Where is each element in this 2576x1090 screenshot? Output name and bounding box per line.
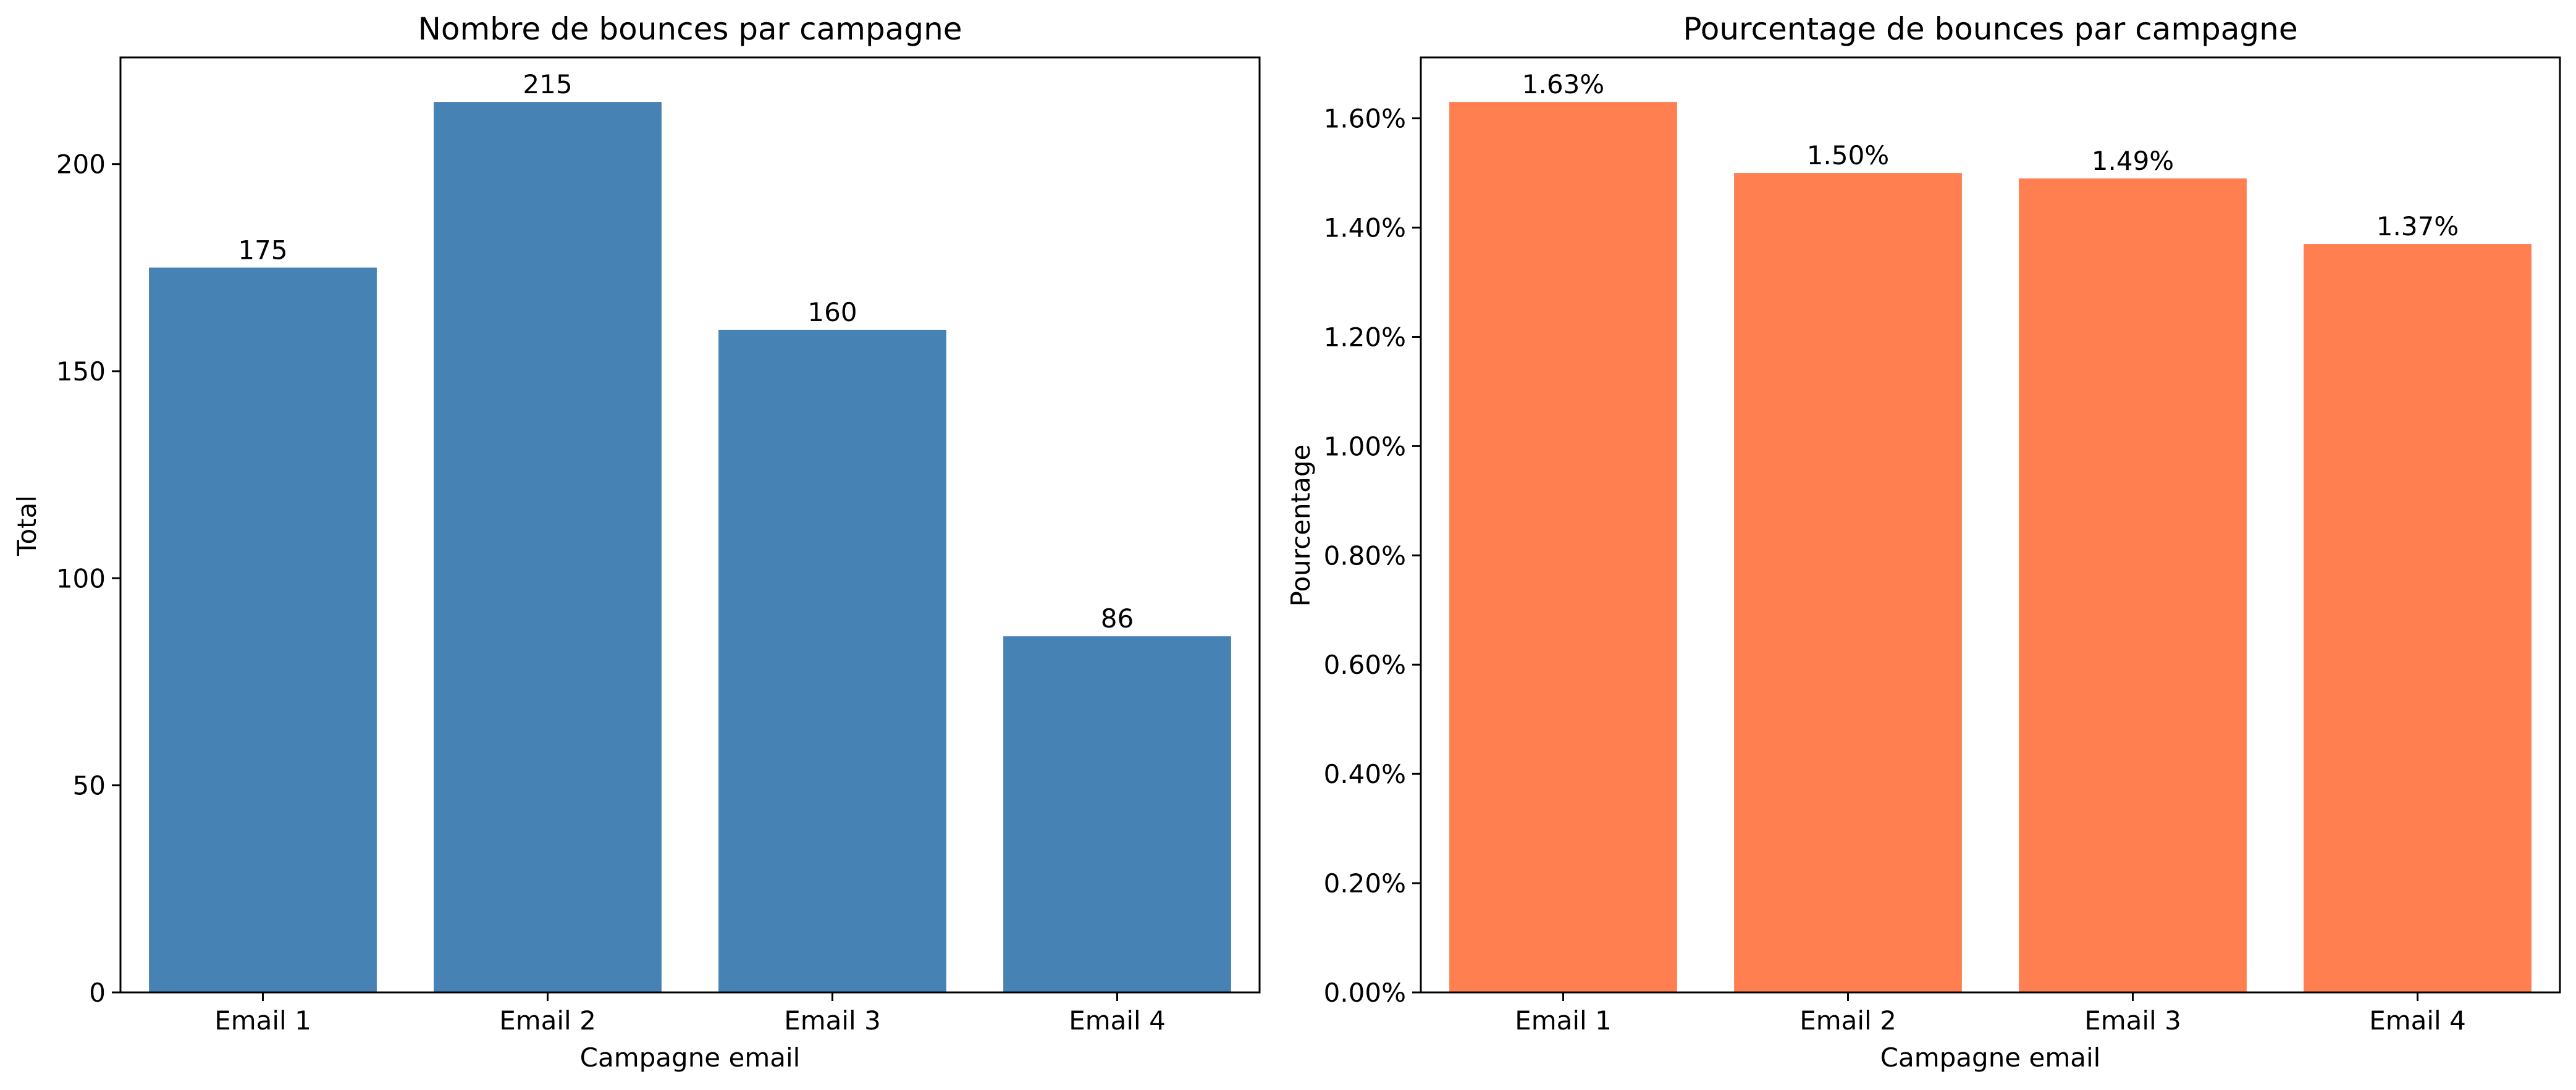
chart-bounce-percentage: Pourcentage de bounces par campagne Pour…: [1286, 11, 2561, 1073]
y-tick-label: 0.40%: [1324, 759, 1406, 789]
axes-frame: [119, 56, 1261, 994]
chart-title: Pourcentage de bounces par campagne: [1683, 11, 2297, 47]
y-tick-label: 0.60%: [1324, 650, 1406, 680]
y-axis-label: Total: [12, 495, 42, 556]
x-tick-label: Email 1: [214, 1005, 311, 1036]
bar-value-label: 1.37%: [2376, 211, 2459, 241]
plot-area: 1.63% 1.50% 1.49% 1.37% Email 1 Email 2 Email …: [1324, 69, 2532, 1036]
bar-value-label: 160: [807, 297, 857, 327]
x-tick-label: Email 2: [499, 1005, 596, 1036]
bar: [1003, 636, 1231, 992]
y-tick-label: 150: [56, 356, 106, 387]
y-tick-label: 1.60%: [1324, 104, 1406, 134]
y-tick-label: 1.00%: [1324, 431, 1406, 461]
x-axis-label: Campagne email: [580, 1042, 801, 1073]
bar-value-label: 1.49%: [2092, 146, 2174, 176]
y-tick-label: 0.20%: [1324, 868, 1406, 899]
y-tick-label: 0: [89, 978, 106, 1008]
bar-value-label: 175: [238, 235, 287, 265]
x-tick-label: Email 1: [1515, 1005, 1612, 1036]
chart-title: Nombre de bounces par campagne: [418, 11, 962, 47]
x-axis-label: Campagne email: [1880, 1042, 2101, 1073]
bar: [2304, 244, 2532, 993]
bar-value-label: 86: [1101, 603, 1134, 634]
bar: [2019, 178, 2247, 992]
y-tick-label: 0.00%: [1324, 978, 1406, 1008]
y-tick-label: 200: [56, 149, 106, 180]
x-tick-label: Email 4: [2369, 1005, 2466, 1036]
bar: [1734, 173, 1962, 993]
y-tick-label: 100: [56, 563, 106, 593]
y-tick-label: 1.40%: [1324, 213, 1406, 243]
y-tick-label: 50: [73, 771, 106, 801]
x-tick-label: Email 3: [784, 1005, 881, 1036]
y-tick-label: 0.80%: [1324, 540, 1406, 571]
y-tick-label: 1.20%: [1324, 322, 1406, 352]
bar: [718, 329, 946, 992]
y-axis-label: Pourcentage: [1286, 445, 1316, 607]
bar: [434, 102, 662, 993]
x-tick-label: Email 3: [2084, 1005, 2181, 1036]
chart-bounce-count: Nombre de bounces par campagne Total Cam…: [12, 11, 1261, 1073]
bar-value-label: 1.50%: [1807, 140, 1889, 170]
x-tick-label: Email 2: [1799, 1005, 1896, 1036]
bar-value-label: 215: [523, 69, 572, 99]
bar: [1449, 102, 1677, 993]
x-tick-label: Email 4: [1069, 1005, 1166, 1036]
axes-frame: [1420, 56, 2561, 994]
bar: [149, 267, 377, 993]
bar-value-label: 1.63%: [1522, 69, 1604, 99]
plot-area: 175 215 160 86 Email 1 Email 2 Email 3 Email 4 0…: [56, 69, 1231, 1036]
